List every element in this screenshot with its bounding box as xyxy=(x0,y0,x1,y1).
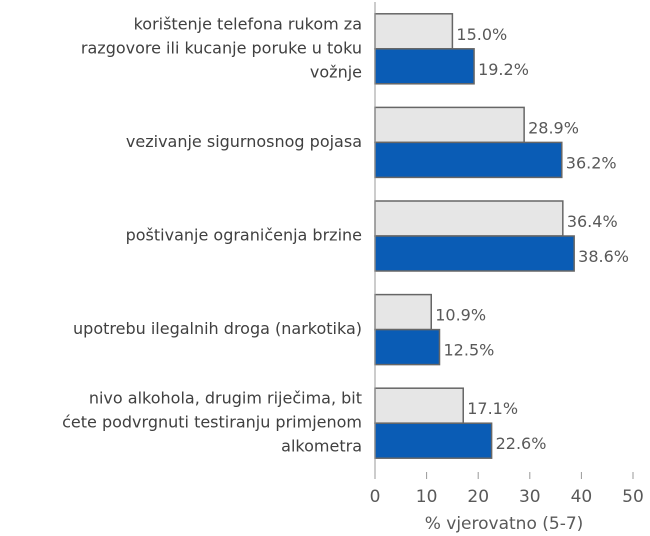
value-label: 38.6% xyxy=(578,247,629,266)
category-label: ćete podvrgnuti testiranju primjenom xyxy=(62,413,362,432)
value-label: 36.2% xyxy=(566,153,617,172)
x-axis-label: % vjerovatno (5-7) xyxy=(425,514,584,534)
bar xyxy=(374,235,575,272)
bar xyxy=(374,48,475,85)
category-label: razgovore ili kucanje poruke u toku xyxy=(81,38,362,57)
category-label: alkometra xyxy=(281,437,362,456)
value-label: 15.0% xyxy=(456,25,507,44)
value-label: 10.9% xyxy=(435,306,486,325)
value-label: 12.5% xyxy=(444,341,495,360)
bar xyxy=(374,387,464,424)
value-label: 28.9% xyxy=(528,118,579,137)
bar xyxy=(374,200,564,237)
value-label: 17.1% xyxy=(467,399,518,418)
bar xyxy=(374,422,493,459)
x-tick-label: 10 xyxy=(416,487,438,507)
x-tick-label: 50 xyxy=(622,487,644,507)
category-label: upotrebu ilegalnih droga (narkotika) xyxy=(73,319,362,338)
value-label: 22.6% xyxy=(496,434,547,453)
bar xyxy=(374,141,563,179)
category-label: vožnje xyxy=(310,62,362,81)
category-label: vezivanje sigurnosnog pojasa xyxy=(126,132,362,151)
x-tick-label: 30 xyxy=(519,487,541,507)
bar xyxy=(374,106,525,144)
value-label: 19.2% xyxy=(478,60,529,79)
category-label: poštivanje ograničenja brzine xyxy=(126,226,362,245)
bar xyxy=(374,13,454,50)
x-tick-label: 40 xyxy=(571,487,593,507)
bar xyxy=(374,328,441,366)
x-tick-label: 0 xyxy=(370,487,381,507)
category-label: nivo alkohola, drugim riječima, bit xyxy=(89,389,362,408)
value-label: 36.4% xyxy=(567,212,618,231)
bar xyxy=(374,293,432,331)
x-tick-label: 20 xyxy=(467,487,489,507)
category-label: korištenje telefona rukom za xyxy=(134,14,362,33)
